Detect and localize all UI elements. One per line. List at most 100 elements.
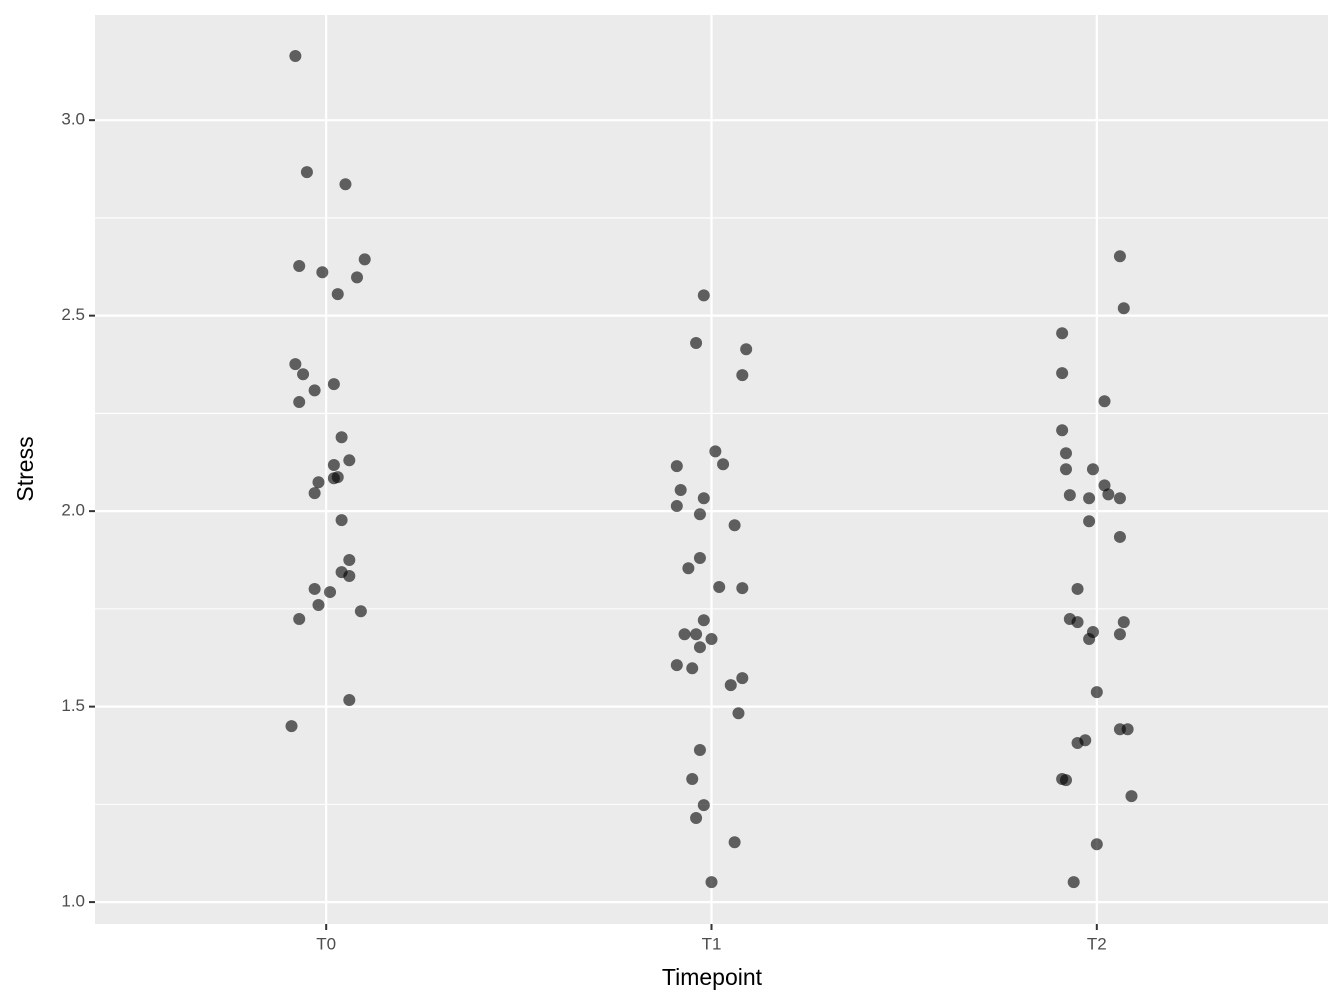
point bbox=[331, 288, 344, 301]
point bbox=[1071, 582, 1084, 595]
point bbox=[670, 460, 683, 473]
point bbox=[1113, 250, 1126, 263]
point bbox=[327, 378, 340, 391]
x-tick-label: T1 bbox=[702, 934, 722, 953]
point bbox=[343, 570, 356, 583]
point bbox=[686, 772, 699, 785]
point bbox=[351, 271, 364, 284]
point bbox=[293, 260, 306, 273]
point bbox=[1121, 723, 1134, 736]
point bbox=[678, 628, 691, 641]
point bbox=[308, 582, 321, 595]
point bbox=[690, 812, 703, 825]
point bbox=[1113, 530, 1126, 543]
point bbox=[1056, 424, 1069, 437]
point bbox=[690, 337, 703, 350]
point bbox=[1056, 327, 1069, 340]
point bbox=[1063, 489, 1076, 502]
point bbox=[717, 458, 730, 471]
point bbox=[1059, 463, 1072, 476]
point bbox=[343, 454, 356, 467]
point bbox=[709, 445, 722, 458]
point bbox=[358, 253, 371, 266]
point bbox=[713, 580, 726, 593]
point bbox=[1090, 838, 1103, 851]
point bbox=[693, 641, 706, 654]
point bbox=[1117, 302, 1130, 315]
point bbox=[1098, 479, 1111, 492]
point bbox=[343, 554, 356, 567]
point bbox=[693, 552, 706, 565]
point bbox=[1083, 515, 1096, 528]
point bbox=[312, 598, 325, 611]
point bbox=[697, 614, 710, 627]
point bbox=[1113, 492, 1126, 505]
point bbox=[285, 720, 298, 733]
x-tick-label: T0 bbox=[316, 934, 336, 953]
point bbox=[1083, 492, 1096, 505]
point bbox=[736, 369, 749, 382]
point bbox=[724, 679, 737, 692]
point bbox=[736, 672, 749, 685]
point bbox=[1117, 616, 1130, 629]
point bbox=[1059, 774, 1072, 787]
point bbox=[1083, 632, 1096, 645]
y-tick-label: 1.5 bbox=[61, 696, 85, 715]
point bbox=[293, 396, 306, 409]
point bbox=[1102, 488, 1115, 501]
point bbox=[343, 693, 356, 706]
y-tick-label: 1.0 bbox=[61, 892, 85, 911]
point bbox=[312, 476, 325, 489]
x-tick-label: T2 bbox=[1087, 934, 1107, 953]
point bbox=[697, 492, 710, 505]
point bbox=[1090, 686, 1103, 699]
point bbox=[728, 836, 741, 849]
point bbox=[316, 266, 329, 279]
point bbox=[297, 368, 310, 381]
point bbox=[300, 166, 313, 179]
point bbox=[327, 472, 340, 485]
point bbox=[335, 431, 348, 444]
point bbox=[335, 514, 348, 527]
point bbox=[1086, 463, 1099, 476]
point bbox=[674, 484, 687, 497]
point bbox=[736, 582, 749, 595]
y-axis-title: Stress bbox=[12, 436, 38, 501]
point bbox=[1098, 395, 1111, 408]
point bbox=[1113, 628, 1126, 641]
point bbox=[705, 632, 718, 645]
point bbox=[293, 613, 306, 626]
x-axis-title: Timepoint bbox=[662, 964, 763, 990]
point bbox=[1071, 616, 1084, 629]
point bbox=[1056, 367, 1069, 380]
point bbox=[1059, 447, 1072, 460]
point bbox=[670, 500, 683, 513]
point bbox=[740, 343, 753, 356]
point bbox=[697, 289, 710, 302]
point bbox=[670, 659, 683, 672]
point bbox=[308, 487, 321, 500]
point bbox=[308, 384, 321, 397]
point bbox=[690, 628, 703, 641]
y-tick-label: 3.0 bbox=[61, 110, 85, 129]
point bbox=[697, 799, 710, 812]
point bbox=[705, 876, 718, 889]
point bbox=[693, 744, 706, 757]
point bbox=[686, 662, 699, 675]
point bbox=[693, 508, 706, 521]
point bbox=[1125, 790, 1138, 803]
y-tick-label: 2.0 bbox=[61, 501, 85, 520]
point bbox=[324, 586, 337, 599]
point bbox=[1071, 736, 1084, 749]
point bbox=[1067, 876, 1080, 889]
point bbox=[354, 605, 367, 618]
point bbox=[289, 358, 302, 371]
point bbox=[728, 519, 741, 532]
point bbox=[289, 50, 302, 63]
point bbox=[327, 459, 340, 472]
y-tick-label: 2.5 bbox=[61, 305, 85, 324]
point bbox=[682, 562, 695, 575]
point bbox=[339, 178, 352, 191]
point bbox=[732, 707, 745, 720]
